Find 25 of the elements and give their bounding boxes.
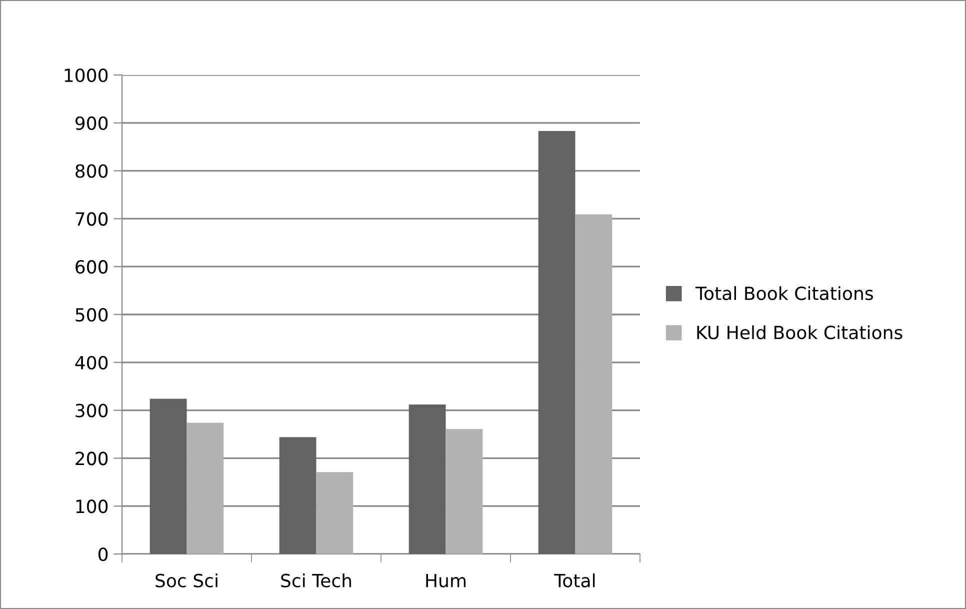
x-tick-label: Soc Sci — [156, 573, 218, 588]
y-tick-label: 200 — [76, 452, 108, 466]
y-tick-label: 400 — [75, 356, 108, 370]
y-tick-label: 300 — [76, 404, 108, 418]
bar — [316, 472, 354, 554]
y-tick-label: 100 — [76, 500, 108, 514]
bar — [538, 131, 576, 554]
legend-label: KU Held Book Citations — [697, 325, 902, 340]
x-tick-label: Total — [554, 573, 595, 588]
y-tick-label: 1000 — [64, 68, 108, 82]
bar — [150, 398, 187, 554]
y-tick-label: 600 — [76, 260, 108, 274]
y-tick-label: 500 — [76, 308, 108, 322]
legend-label: Total Book Citations — [695, 286, 873, 300]
bar — [279, 437, 316, 554]
bar — [186, 422, 224, 554]
x-tick-label: Sci Tech — [281, 573, 352, 588]
y-tick-label: 0 — [98, 547, 108, 562]
bar — [408, 404, 446, 554]
y-tick-label: 800 — [76, 164, 108, 178]
y-tick-label: 700 — [76, 212, 108, 226]
x-tick-label: Hum — [426, 574, 466, 588]
y-tick-label: 900 — [75, 116, 108, 130]
bar — [575, 214, 612, 554]
bar — [446, 428, 483, 554]
